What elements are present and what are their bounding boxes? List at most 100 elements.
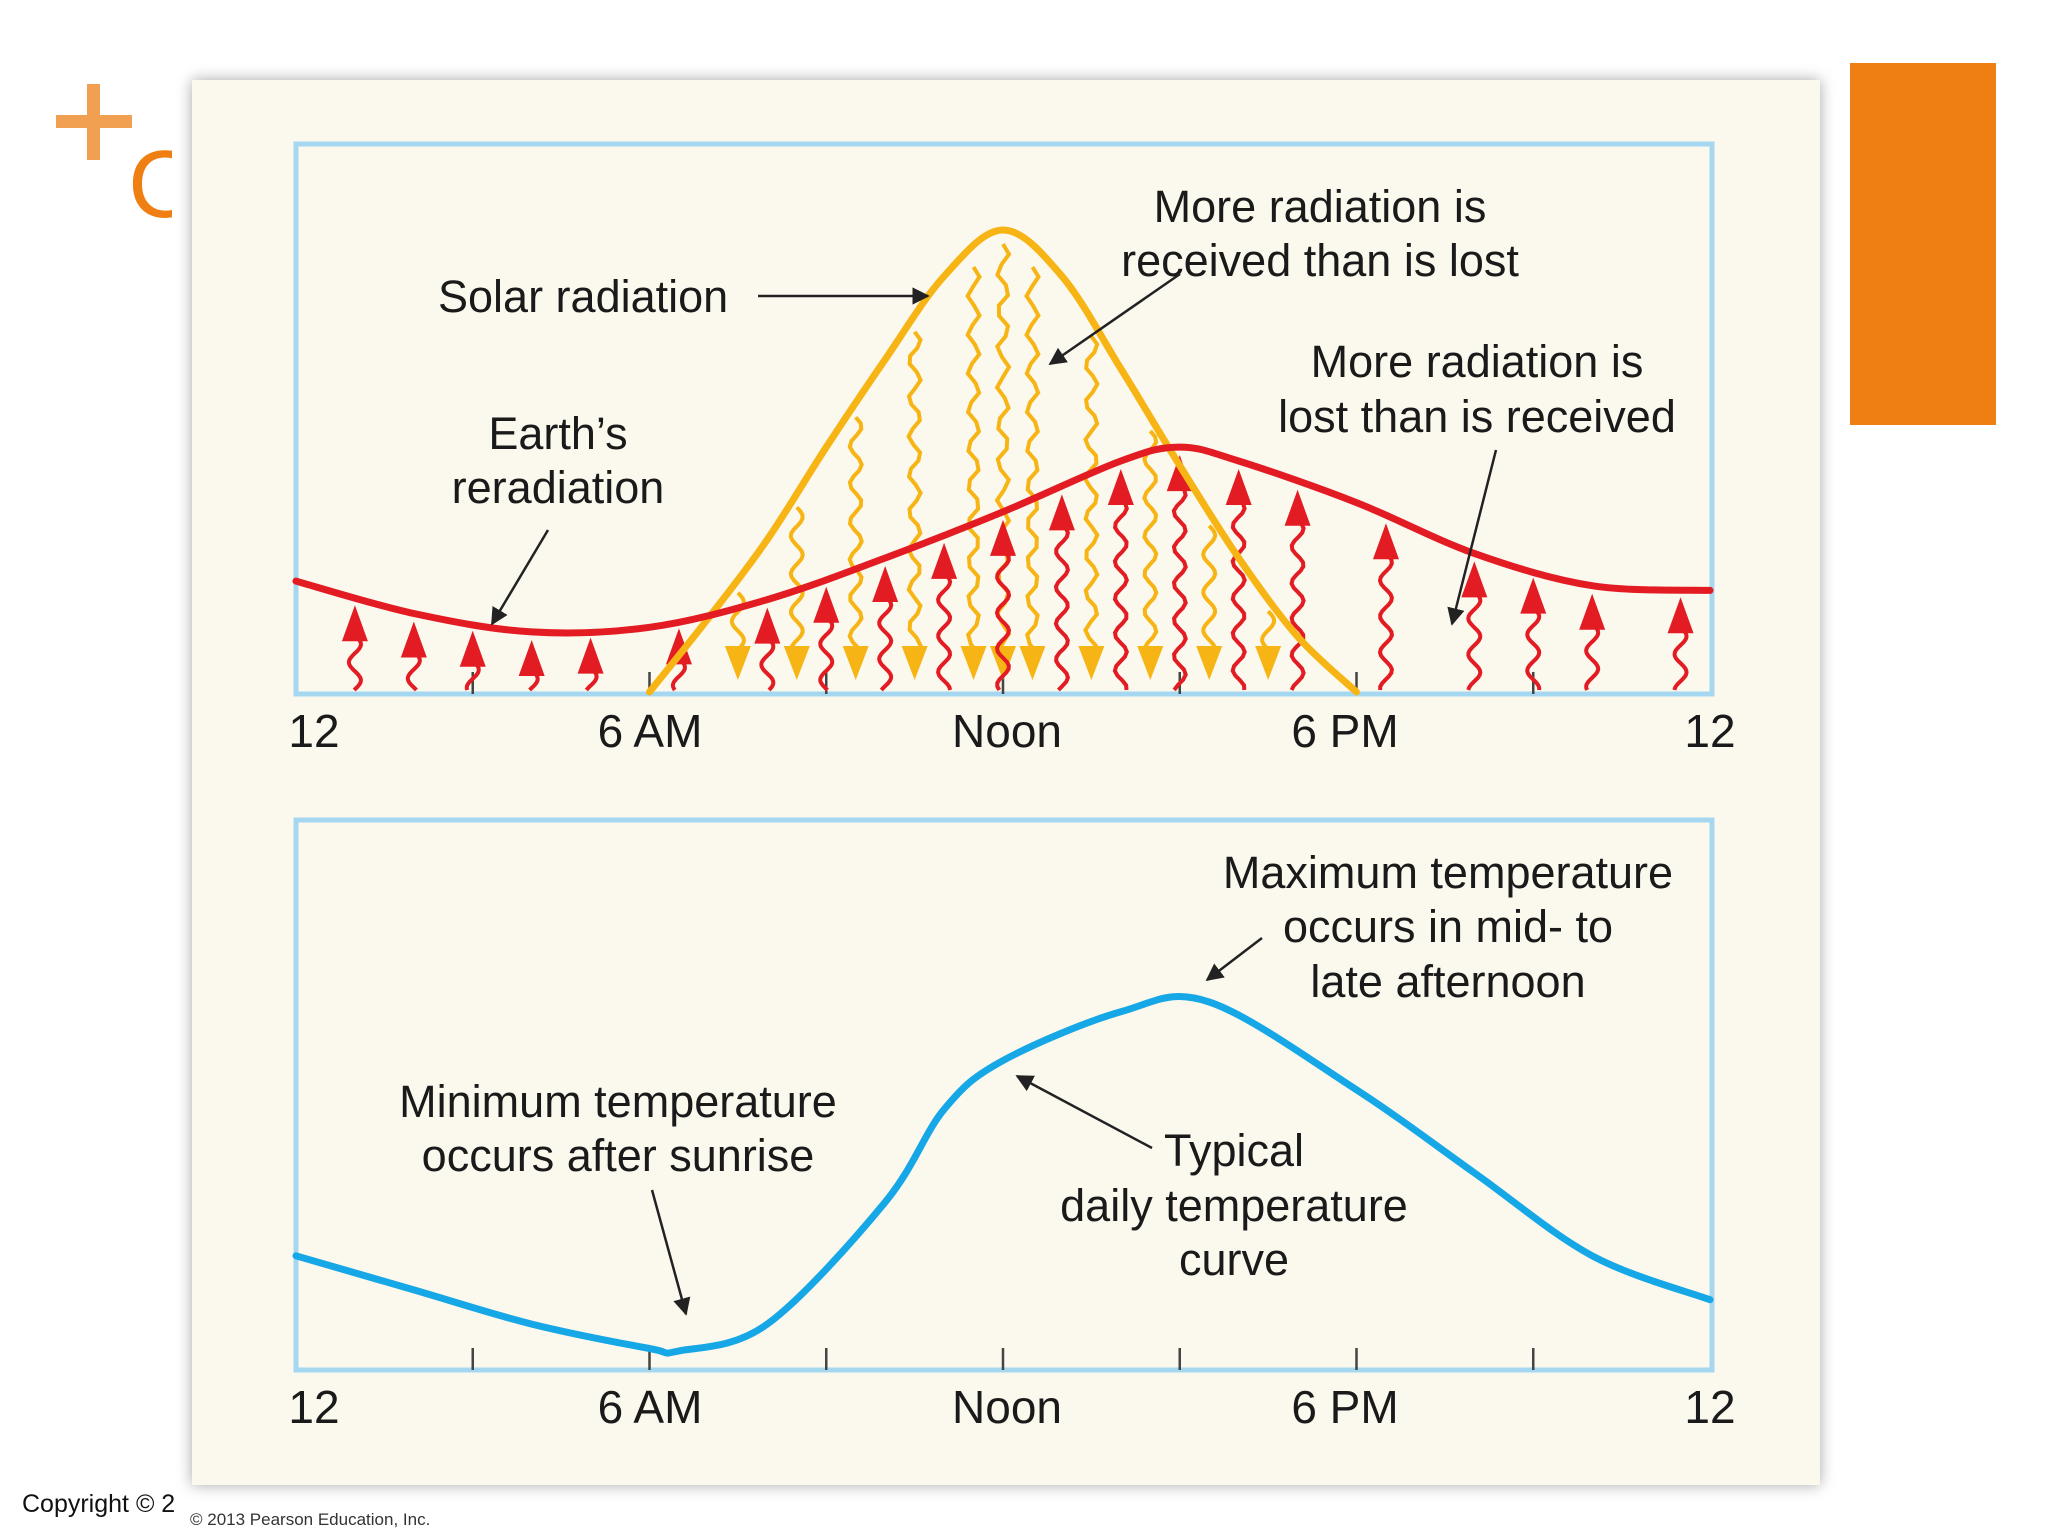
- earth-reradiation-pointer: [490, 529, 550, 626]
- more-received-label-1: More radiation is: [1154, 181, 1487, 232]
- reradiation-ray-11: [1053, 523, 1071, 692]
- reradiation-ray-head-11: [1048, 494, 1075, 531]
- solar-ray-2: [847, 416, 864, 655]
- reradiation-ray-head-1: [400, 621, 427, 658]
- bottom-chart: 12 6 AM Noon 6 PM 12 Maximum temperature…: [288, 817, 1736, 1433]
- solar-radiation-label: Solar radiation: [438, 271, 728, 322]
- figure-card: 12 6 AM Noon 6 PM 12 Solar radiation Ear…: [192, 80, 1820, 1485]
- reradiation-ray-head-0: [341, 605, 368, 642]
- pearson-credit: © 2013 Pearson Education, Inc.: [190, 1510, 431, 1529]
- reradiation-ray-head-4: [577, 637, 604, 674]
- minimum-temp-pointer: [650, 1189, 691, 1316]
- reradiation-ray-head-12: [1107, 469, 1134, 505]
- copyright-text: Copyright © 2: [22, 1490, 174, 1518]
- maximum-temp-label-2: occurs in mid- to: [1283, 901, 1613, 952]
- solar-ray-0: [729, 591, 746, 656]
- reradiation-ray-head-19: [1579, 593, 1606, 630]
- slide-title-fragment: C: [128, 131, 172, 238]
- reradiation-ray-19: [1584, 622, 1601, 691]
- reradiation-ray-head-5: [665, 628, 692, 665]
- more-lost-pointer: [1447, 449, 1498, 626]
- solar-ray-6: [1024, 266, 1041, 656]
- typical-curve-label-3: curve: [1179, 1234, 1289, 1285]
- reradiation-ray-head-16: [1372, 523, 1399, 560]
- solar-ray-head-4: [960, 646, 987, 680]
- plus-icon: [56, 84, 132, 160]
- reradiation-ray-head-20: [1667, 597, 1694, 634]
- bottom-tick-label-12am: 12: [288, 1381, 339, 1433]
- reradiation-ray-head-14: [1225, 469, 1252, 505]
- more-lost-label-2: lost than is received: [1278, 391, 1676, 442]
- more-received-pointer: [1048, 272, 1181, 366]
- reradiation-ray-head-2: [459, 630, 486, 667]
- maximum-temp-label-3: late afternoon: [1310, 956, 1585, 1007]
- reradiation-ray-head-3: [518, 639, 545, 676]
- reradiation-ray-9: [936, 571, 953, 691]
- bottom-tick-label-12pm: 12: [1684, 1381, 1735, 1433]
- solar-ray-3: [906, 330, 923, 656]
- solar-ray-head-2: [842, 646, 869, 680]
- reradiation-ray-20: [1672, 625, 1689, 691]
- reradiation-ray-10: [994, 548, 1012, 691]
- reradiation-ray-8: [877, 594, 894, 692]
- top-chart: 12 6 AM Noon 6 PM 12 Solar radiation Ear…: [288, 141, 1736, 757]
- bottom-tick-label-noon: Noon: [952, 1381, 1062, 1433]
- bottom-axis-ticks: [471, 1348, 1535, 1370]
- reradiation-ray-15: [1289, 518, 1306, 691]
- solar-ray-head-1: [783, 646, 810, 680]
- top-axis-labels: 12 6 AM Noon 6 PM 12: [288, 705, 1735, 757]
- typical-curve-label-1: Typical: [1164, 1125, 1304, 1176]
- reradiation-ray-head-17: [1461, 561, 1488, 598]
- solar-ray-head-9: [1196, 646, 1223, 680]
- bottom-axis-labels: 12 6 AM Noon 6 PM 12: [288, 1381, 1735, 1433]
- bottom-tick-label-6am: 6 AM: [598, 1381, 703, 1433]
- solar-ray-head-8: [1137, 646, 1164, 680]
- top-chart-marks: [292, 226, 1714, 696]
- reradiation-ray-6: [759, 636, 776, 692]
- solar-ray-8: [1142, 429, 1159, 655]
- reradiation-ray-17: [1466, 589, 1483, 691]
- earth-reradiation-label-2: reradiation: [452, 462, 665, 513]
- temperature-curve: [292, 993, 1714, 1357]
- solar-ray-head-10: [1255, 646, 1282, 680]
- reradiation-ray-18: [1525, 606, 1542, 691]
- reradiation-ray-14: [1230, 497, 1247, 691]
- solar-ray-9: [1201, 524, 1218, 655]
- solar-ray-head-0: [724, 646, 751, 680]
- top-tick-label-12pm: 12: [1684, 705, 1735, 757]
- top-tick-label-6am: 6 AM: [598, 705, 703, 757]
- solar-ray-4: [965, 266, 982, 656]
- top-annotations: Solar radiation Earth’s reradiation More…: [438, 181, 1676, 626]
- maximum-temp-label-1: Maximum temperature: [1223, 847, 1673, 898]
- top-tick-label-6pm: 6 PM: [1291, 705, 1398, 757]
- solar-ray-head-6: [1019, 646, 1046, 680]
- typical-curve-pointer: [1015, 1074, 1153, 1150]
- reradiation-ray-13: [1171, 483, 1188, 692]
- reradiation-ray-head-8: [872, 566, 899, 603]
- reradiation-ray-head-10: [990, 519, 1016, 556]
- bottom-tick-label-6pm: 6 PM: [1291, 1381, 1398, 1433]
- reradiation-ray-0: [346, 633, 363, 692]
- minimum-temp-label-1: Minimum temperature: [399, 1076, 837, 1127]
- figure-svg: 12 6 AM Noon 6 PM 12 Solar radiation Ear…: [288, 141, 1736, 1433]
- accent-block: [1850, 63, 1996, 425]
- top-tick-label-12am: 12: [288, 705, 339, 757]
- reradiation-ray-head-9: [931, 542, 958, 579]
- solar-ray-head-7: [1078, 646, 1105, 680]
- solar-ray-7: [1083, 335, 1100, 655]
- reradiation-ray-head-18: [1520, 577, 1547, 614]
- reradiation-ray-7: [818, 615, 835, 692]
- reradiation-ray-1: [405, 650, 422, 692]
- bottom-chart-marks: [292, 993, 1714, 1357]
- typical-curve-label-2: daily temperature: [1060, 1180, 1408, 1231]
- reradiation-ray-head-15: [1284, 489, 1311, 526]
- more-lost-label-1: More radiation is: [1311, 336, 1644, 387]
- solar-ray-head-5: [990, 646, 1016, 680]
- minimum-temp-label-2: occurs after sunrise: [422, 1130, 815, 1181]
- solar-radiation-curve: [646, 226, 1360, 696]
- reradiation-ray-head-6: [754, 607, 781, 644]
- bottom-annotations: Maximum temperature occurs in mid- to la…: [399, 847, 1673, 1316]
- reradiation-ray-head-7: [813, 586, 840, 623]
- earth-reradiation-label-1: Earth’s: [488, 408, 627, 459]
- more-received-label-2: received than is lost: [1121, 235, 1519, 286]
